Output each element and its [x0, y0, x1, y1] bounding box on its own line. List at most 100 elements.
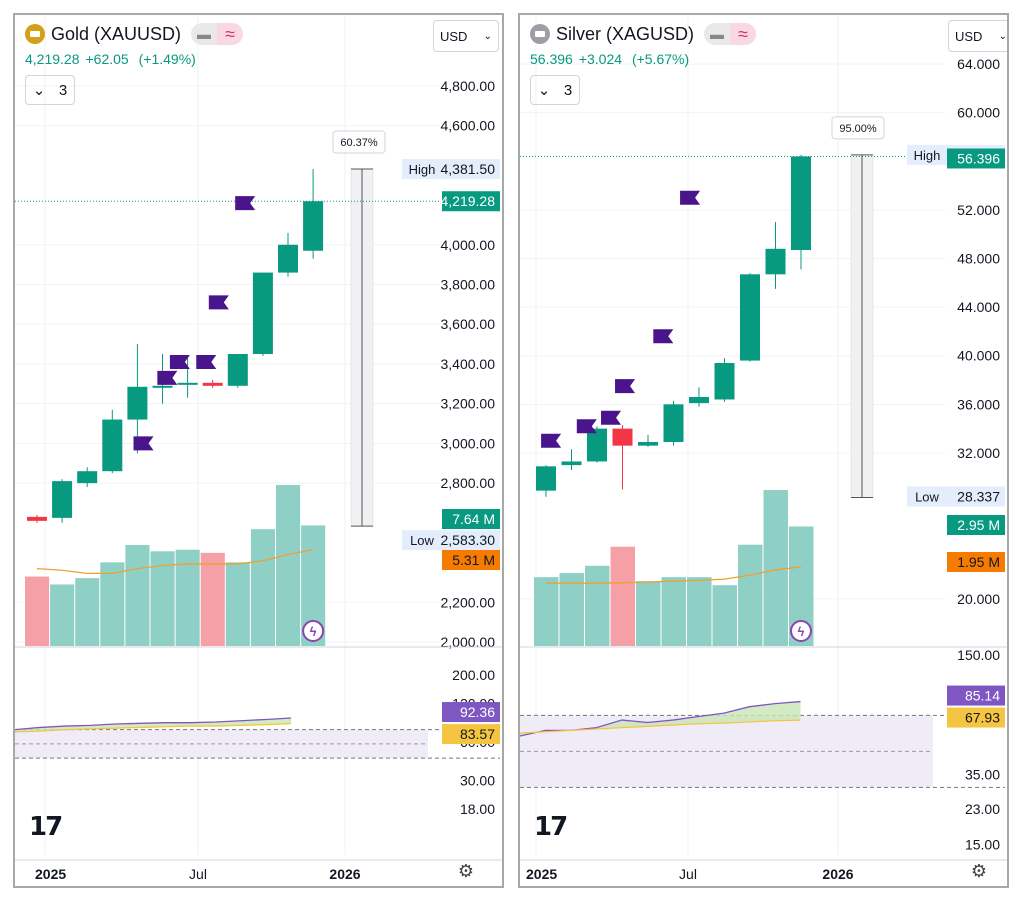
silver-candle-body — [638, 442, 658, 446]
gold-volume-bar — [50, 584, 75, 646]
gold-symbol-header[interactable]: Gold (XAUUSD) ▬ ≈ — [25, 23, 244, 45]
silver-change-pct: (+5.67%) — [631, 51, 690, 67]
silver-symbol-title: Silver (XAGUSD) — [556, 23, 695, 44]
gold-volume-bar — [100, 562, 125, 646]
flag-icon — [235, 196, 256, 211]
gold-last-price-label: 4,219.28 — [441, 193, 496, 209]
silver-indicator-tick: 15.00 — [965, 836, 1000, 852]
gold-high-label: High — [409, 162, 436, 177]
silver-chart-panel[interactable]: 64.000 60.000 52.000 48.000 44.000 40.000 36.0… — [518, 13, 1009, 888]
gold-candle-body — [202, 382, 223, 386]
gold-low-label: Low — [410, 533, 434, 548]
waves-icon[interactable]: ≈ — [217, 23, 244, 45]
silver-indicator-tick: 23.00 — [965, 801, 1000, 817]
gear-icon[interactable]: ⚙ — [970, 861, 988, 881]
silver-xaxis-label: 2026 — [822, 866, 853, 882]
silver-symbol-header[interactable]: Silver (XAGUSD) ▬ ≈ — [530, 23, 757, 45]
silver-last-price-label: 56.396 — [957, 150, 1000, 166]
gold-volume-ma-tag — [442, 550, 500, 570]
gold-volume-bar — [125, 544, 150, 646]
silver-high-tag — [907, 144, 947, 165]
silver-indicator-toggle[interactable]: ▬ ≈ — [704, 23, 757, 45]
gold-price-tick: 2,200.00 — [441, 594, 496, 610]
silver-collapse-button[interactable]: ⌄ 3 — [530, 75, 580, 105]
flag-icon — [169, 354, 190, 369]
gold-candle-body — [303, 201, 324, 251]
lightning-icon-glyph: ϟ — [310, 624, 317, 639]
silver-candle-body — [765, 248, 786, 275]
silver-chart-canvas[interactable]: 64.000 60.000 52.000 48.000 44.000 40.000 36.0… — [520, 15, 1007, 886]
gold-chart-panel[interactable]: 4,800.00 4,600.00 4,000.00 3,800.00 3,600.00… — [13, 13, 504, 888]
silver-volume-ma-tag — [947, 552, 1005, 572]
silver-indicator-line2 — [520, 719, 801, 734]
silver-indicator-line1-value: 85.14 — [965, 688, 1000, 704]
silver-price-tick: 64.000 — [957, 56, 1000, 72]
gold-candle-body — [127, 386, 148, 420]
gold-chart-canvas[interactable]: 4,800.00 4,600.00 4,000.00 3,800.00 3,600.00… — [15, 15, 502, 886]
gold-volume-bar — [225, 562, 250, 646]
silver-indicator-line2-value: 67.93 — [965, 710, 1000, 726]
gold-candle-body — [252, 272, 273, 355]
gold-candle-body — [152, 385, 173, 388]
gold-volume-ma-value: 5.31 M — [452, 552, 495, 568]
lightning-icon-glyph: ϟ — [798, 624, 805, 639]
silver-low-value: 28.337 — [957, 488, 1000, 504]
gold-candle-body — [177, 382, 198, 385]
silver-last-price: 56.396 — [530, 51, 573, 67]
gold-indicator-line2 — [15, 722, 292, 733]
tradingview-logo[interactable]: 17 — [29, 812, 63, 842]
gold-indicator-tick: 200.00 — [452, 667, 495, 683]
silver-price-tick: 40.000 — [957, 348, 1000, 364]
tradingview-logo[interactable]: 17 — [534, 812, 568, 842]
silver-volume-bar — [687, 577, 712, 646]
gold-indicator-line2-value: 83.57 — [460, 726, 495, 742]
silver-indicator-tick: 150.00 — [957, 647, 1000, 663]
gold-indicator-toggle[interactable]: ▬ ≈ — [191, 23, 244, 45]
gold-candle-body — [278, 244, 298, 273]
silver-volume-ma-value: 1.95 M — [957, 554, 1000, 570]
gold-low-value-tag — [442, 530, 500, 551]
lightning-icon — [790, 620, 812, 642]
silver-price-tick: 48.000 — [957, 251, 1000, 267]
gold-currency-select[interactable]: USD ⌄ — [433, 20, 499, 52]
silver-volume-bar — [712, 585, 737, 646]
gold-xaxis-label: Jul — [189, 866, 207, 882]
flag-icon — [196, 354, 217, 369]
gold-indicator-line1-tag — [442, 702, 500, 723]
flag-icon — [133, 436, 154, 451]
silver-indicator-line1-tag — [947, 685, 1005, 706]
gold-price-tick: 3,200.00 — [441, 396, 496, 412]
chevron-down-icon: ⌄ — [32, 82, 46, 99]
gold-volume-bar — [75, 578, 100, 646]
silver-collapse-count: 3 — [563, 81, 573, 99]
silver-low-label: Low — [915, 489, 939, 504]
silver-currency-select[interactable]: USD ⌄ — [948, 20, 1007, 52]
gold-price-tick: 3,000.00 — [441, 435, 496, 451]
silver-volume-bar — [585, 565, 610, 646]
silver-low-tag — [907, 486, 947, 507]
silver-price-tick: 52.000 — [957, 202, 1000, 218]
silver-indicator-fill — [520, 701, 801, 737]
silver-candle-body — [663, 404, 684, 443]
gold-low-tag — [402, 530, 442, 551]
silver-bars-icon — [530, 24, 550, 44]
gear-icon[interactable]: ⚙ — [457, 861, 475, 881]
minus-icon[interactable]: ▬ — [197, 26, 212, 42]
flag-icon — [653, 329, 674, 344]
gold-volume-bar — [25, 576, 50, 646]
silver-price-tick: 44.000 — [957, 299, 1000, 315]
gold-volume-bar — [276, 485, 301, 646]
silver-price-tick: 32.000 — [957, 445, 1000, 461]
silver-price-tick: 20.000 — [957, 591, 1000, 607]
gold-change: +62.05 — [85, 51, 129, 67]
waves-icon[interactable]: ≈ — [730, 23, 757, 45]
minus-icon[interactable]: ▬ — [710, 26, 725, 42]
gold-price-tick: 2,800.00 — [441, 475, 496, 491]
gold-symbol-title: Gold (XAUUSD) — [51, 23, 182, 44]
gold-collapse-button[interactable]: ⌄ 3 — [25, 75, 75, 105]
gold-candle-body — [27, 516, 47, 521]
flag-icon — [680, 190, 701, 205]
silver-candle-body — [587, 428, 607, 462]
silver-volume-bar — [610, 546, 635, 646]
silver-change: +3.024 — [578, 51, 623, 67]
